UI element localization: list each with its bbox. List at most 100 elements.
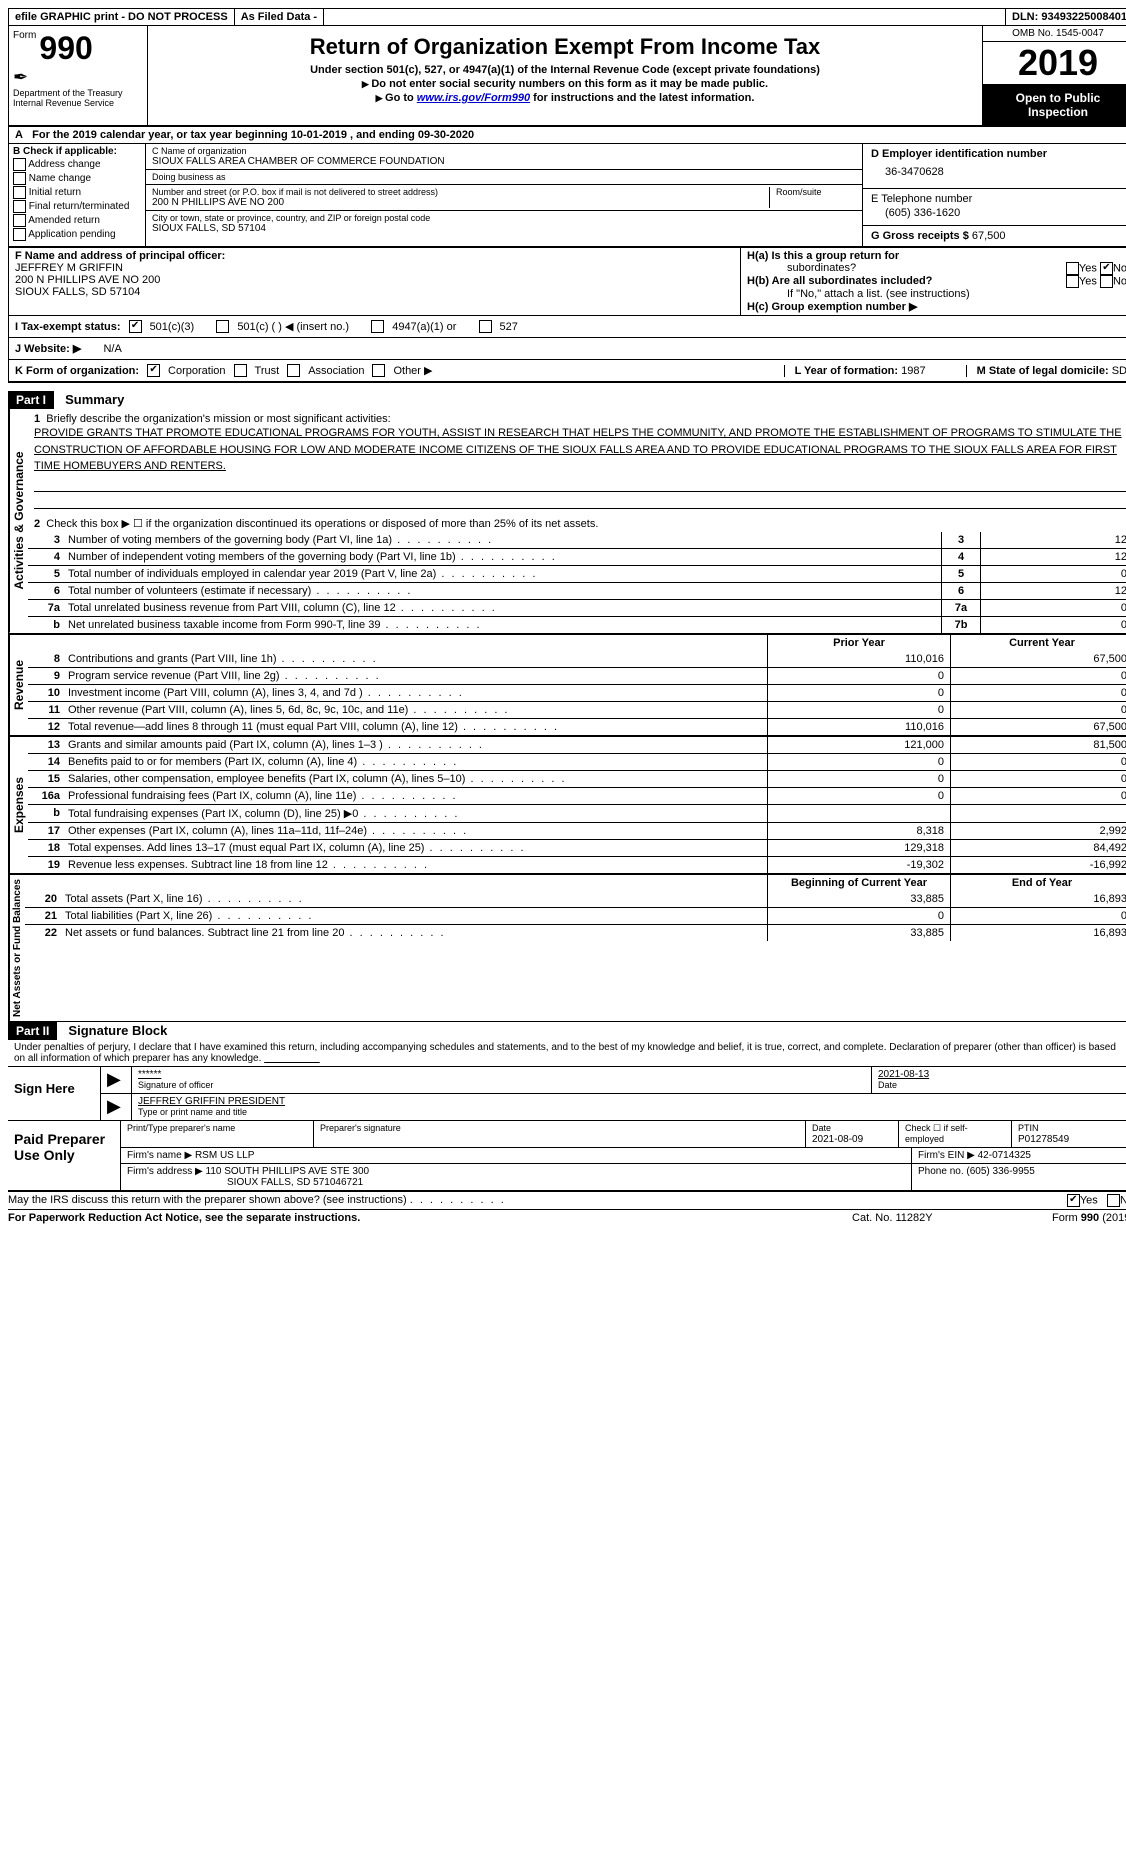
efile-notice: efile GRAPHIC print - DO NOT PROCESS bbox=[9, 9, 235, 25]
summary-line-9: 9Program service revenue (Part VIII, lin… bbox=[28, 667, 1126, 684]
part2-title: Signature Block bbox=[60, 1023, 167, 1038]
tax-year: 2019 bbox=[983, 42, 1126, 85]
sig-date: 2021-08-13 bbox=[878, 1069, 929, 1080]
tab-revenue: Revenue bbox=[9, 635, 28, 735]
col-d-ids: D Employer identification number 36-3470… bbox=[863, 144, 1126, 246]
discuss-yes[interactable] bbox=[1067, 1194, 1080, 1207]
summary-line-b: bNet unrelated business taxable income f… bbox=[28, 616, 1126, 633]
telephone: (605) 336-1620 bbox=[871, 205, 1125, 221]
summary-line-3: 3Number of voting members of the governi… bbox=[28, 532, 1126, 548]
part1-header: Part I bbox=[8, 391, 54, 409]
summary-line-15: 15Salaries, other compensation, employee… bbox=[28, 770, 1126, 787]
state-domicile: SD bbox=[1112, 365, 1126, 377]
row-fh: F Name and address of principal officer:… bbox=[8, 248, 1126, 316]
firm-phone: (605) 336-9955 bbox=[966, 1166, 1034, 1177]
section-bcd: B Check if applicable: Address change Na… bbox=[8, 144, 1126, 248]
ha-yes[interactable] bbox=[1066, 262, 1079, 275]
check-app-pending[interactable]: Application pending bbox=[13, 228, 141, 241]
gross-receipts: 67,500 bbox=[972, 230, 1006, 242]
check-name-change[interactable]: Name change bbox=[13, 172, 141, 185]
org-address: 200 N PHILLIPS AVE NO 200 bbox=[152, 197, 763, 208]
as-filed: As Filed Data - bbox=[235, 9, 324, 25]
part1-title: Summary bbox=[57, 392, 124, 407]
summary-line-16a: 16aProfessional fundraising fees (Part I… bbox=[28, 787, 1126, 804]
header-left: Form 990 ✒ Department of the Treasury In… bbox=[9, 26, 148, 125]
summary-line-5: 5Total number of individuals employed in… bbox=[28, 565, 1126, 582]
tab-activities: Activities & Governance bbox=[9, 409, 28, 633]
org-city: SIOUX FALLS, SD 57104 bbox=[152, 223, 856, 234]
dept-irs: Internal Revenue Service bbox=[13, 98, 143, 108]
row-i-tax-status: I Tax-exempt status: 501(c)(3) 501(c) ( … bbox=[8, 316, 1126, 338]
summary-line-18: 18Total expenses. Add lines 13–17 (must … bbox=[28, 839, 1126, 856]
check-final-return[interactable]: Final return/terminated bbox=[13, 200, 141, 213]
summary-line-b: bTotal fundraising expenses (Part IX, co… bbox=[28, 804, 1126, 822]
form-footer: Form 990 (2019) bbox=[1052, 1212, 1126, 1224]
officer-name: JEFFREY GRIFFIN PRESIDENT bbox=[138, 1096, 285, 1107]
status-4947[interactable] bbox=[371, 320, 384, 333]
org-trust[interactable] bbox=[234, 364, 247, 377]
summary-line-7a: 7aTotal unrelated business revenue from … bbox=[28, 599, 1126, 616]
year-formation: 1987 bbox=[901, 365, 925, 377]
summary-line-13: 13Grants and similar amounts paid (Part … bbox=[28, 737, 1126, 753]
summary-line-20: 20Total assets (Part X, line 16)33,88516… bbox=[25, 891, 1126, 907]
firm-ein: 42-0714325 bbox=[978, 1150, 1031, 1161]
part1-summary: Activities & Governance 1 Briefly descri… bbox=[8, 409, 1126, 1022]
cat-no: Cat. No. 11282Y bbox=[852, 1212, 1052, 1224]
omb-number: OMB No. 1545-0047 bbox=[983, 26, 1126, 42]
header-center: Return of Organization Exempt From Incom… bbox=[148, 26, 982, 125]
tab-net-assets: Net Assets or Fund Balances bbox=[9, 875, 25, 1021]
firm-name: RSM US LLP bbox=[195, 1150, 254, 1161]
dln: DLN: 93493225008401 bbox=[1006, 9, 1126, 25]
discuss-no[interactable] bbox=[1107, 1194, 1120, 1207]
dept-treasury: Department of the Treasury bbox=[13, 88, 143, 98]
ha-no[interactable] bbox=[1100, 262, 1113, 275]
principal-officer: F Name and address of principal officer:… bbox=[9, 248, 741, 315]
status-501c[interactable] bbox=[216, 320, 229, 333]
part2-header: Part II bbox=[8, 1022, 57, 1040]
discuss-row: May the IRS discuss this return with the… bbox=[8, 1192, 1126, 1209]
row-j-website: J Website: ▶ N/A bbox=[8, 338, 1126, 360]
org-name: SIOUX FALLS AREA CHAMBER OF COMMERCE FOU… bbox=[152, 156, 856, 167]
col-c-org-info: C Name of organization SIOUX FALLS AREA … bbox=[146, 144, 863, 246]
check-initial-return[interactable]: Initial return bbox=[13, 186, 141, 199]
efile-topbar: efile GRAPHIC print - DO NOT PROCESS As … bbox=[8, 8, 1126, 26]
check-amended[interactable]: Amended return bbox=[13, 214, 141, 227]
website: N/A bbox=[103, 343, 121, 355]
summary-line-6: 6Total number of volunteers (estimate if… bbox=[28, 582, 1126, 599]
tab-expenses: Expenses bbox=[9, 737, 28, 873]
sign-here: Sign Here ▶ ****** Signature of officer … bbox=[8, 1067, 1126, 1121]
irs-link[interactable]: www.irs.gov/Form990 bbox=[417, 92, 530, 104]
summary-line-14: 14Benefits paid to or for members (Part … bbox=[28, 753, 1126, 770]
footer: For Paperwork Reduction Act Notice, see … bbox=[8, 1209, 1126, 1224]
form-title: Return of Organization Exempt From Incom… bbox=[156, 34, 974, 60]
mission-text: PROVIDE GRANTS THAT PROMOTE EDUCATIONAL … bbox=[34, 425, 1126, 475]
summary-line-8: 8Contributions and grants (Part VIII, li… bbox=[28, 651, 1126, 667]
summary-line-4: 4Number of independent voting members of… bbox=[28, 548, 1126, 565]
firm-addr: 110 SOUTH PHILLIPS AVE STE 300 bbox=[206, 1166, 370, 1177]
form-header: Form 990 ✒ Department of the Treasury In… bbox=[8, 26, 1126, 127]
col-b-checkboxes: B Check if applicable: Address change Na… bbox=[9, 144, 146, 246]
summary-line-12: 12Total revenue—add lines 8 through 11 (… bbox=[28, 718, 1126, 735]
prep-date: 2021-08-09 bbox=[812, 1134, 863, 1145]
org-assoc[interactable] bbox=[287, 364, 300, 377]
check-address-change[interactable]: Address change bbox=[13, 158, 141, 171]
perjury-declaration: Under penalties of perjury, I declare th… bbox=[8, 1040, 1126, 1067]
summary-line-19: 19Revenue less expenses. Subtract line 1… bbox=[28, 856, 1126, 873]
summary-line-22: 22Net assets or fund balances. Subtract … bbox=[25, 924, 1126, 941]
org-corp[interactable] bbox=[147, 364, 160, 377]
header-right: OMB No. 1545-0047 2019 Open to Public In… bbox=[982, 26, 1126, 125]
hb-yes[interactable] bbox=[1066, 275, 1079, 288]
summary-line-10: 10Investment income (Part VIII, column (… bbox=[28, 684, 1126, 701]
hb-no[interactable] bbox=[1100, 275, 1113, 288]
org-other[interactable] bbox=[372, 364, 385, 377]
row-a-tax-year: A For the 2019 calendar year, or tax yea… bbox=[8, 127, 1126, 144]
summary-line-17: 17Other expenses (Part IX, column (A), l… bbox=[28, 822, 1126, 839]
status-527[interactable] bbox=[479, 320, 492, 333]
summary-line-21: 21Total liabilities (Part X, line 26)00 bbox=[25, 907, 1126, 924]
group-return: H(a) Is this a group return for subordin… bbox=[741, 248, 1126, 315]
ptin: P01278549 bbox=[1018, 1134, 1069, 1145]
status-501c3[interactable] bbox=[129, 320, 142, 333]
open-to-public: Open to Public Inspection bbox=[983, 85, 1126, 125]
form-number: 990 bbox=[39, 30, 92, 66]
ein: 36-3470628 bbox=[871, 160, 1125, 184]
